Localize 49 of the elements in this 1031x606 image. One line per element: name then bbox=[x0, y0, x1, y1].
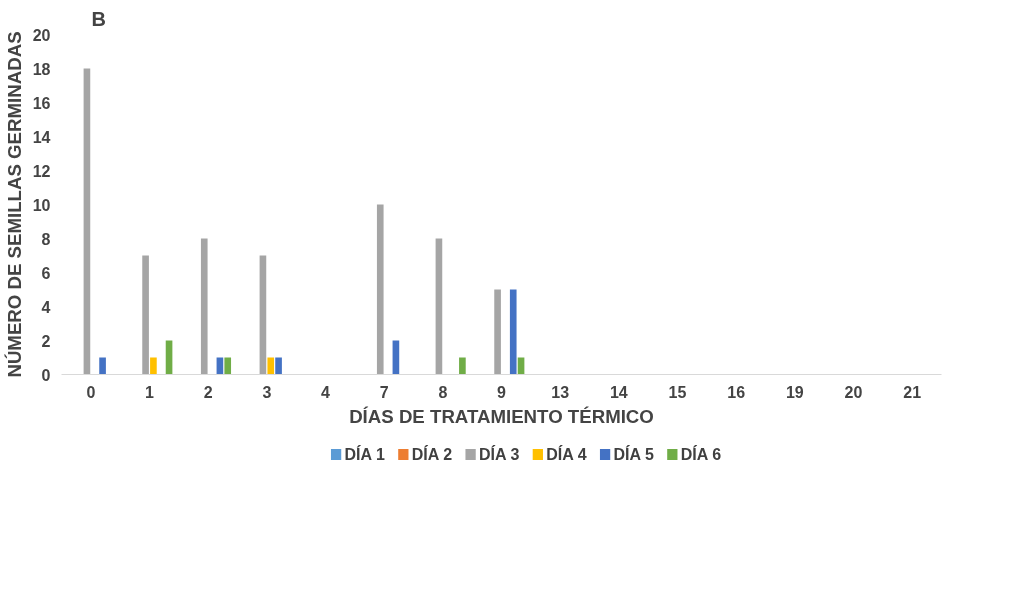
legend-label: DÍA 5 bbox=[613, 445, 654, 463]
x-tick-label: 2 bbox=[203, 383, 213, 401]
x-tick-label: 9 bbox=[497, 383, 507, 401]
bar bbox=[376, 204, 384, 375]
y-tick-label: 10 bbox=[32, 196, 51, 214]
bar bbox=[459, 357, 466, 375]
x-axis-title: DÍAS DE TRATAMIENTO TÉRMICO bbox=[349, 405, 654, 427]
x-tick-label: 21 bbox=[903, 383, 922, 401]
legend-label: DÍA 2 bbox=[411, 445, 453, 463]
y-tick-label: 6 bbox=[41, 264, 51, 282]
y-axis-title: NÚMERO DE SEMILLAS GERMINADAS bbox=[3, 31, 25, 378]
bar bbox=[200, 238, 208, 375]
x-tick-label: 0 bbox=[86, 383, 96, 401]
bar bbox=[83, 68, 91, 375]
x-tick-label: 20 bbox=[844, 383, 863, 401]
y-tick-label: 2 bbox=[41, 332, 51, 350]
bar bbox=[259, 255, 267, 375]
x-tick-label: 16 bbox=[727, 383, 746, 401]
bar bbox=[142, 255, 149, 375]
bar bbox=[224, 357, 232, 375]
x-tick-label: 13 bbox=[551, 383, 570, 401]
y-tick-label: 16 bbox=[32, 94, 51, 112]
bar bbox=[509, 289, 517, 375]
x-tick-label: 19 bbox=[785, 383, 804, 401]
x-tick-label: 4 bbox=[321, 383, 331, 401]
x-tick-label: 1 bbox=[145, 383, 155, 401]
y-tick-label: 0 bbox=[41, 366, 51, 384]
chart-title: B bbox=[91, 7, 106, 30]
y-tick-label: 8 bbox=[41, 230, 51, 248]
x-tick-label: 15 bbox=[668, 383, 687, 401]
x-tick-label: 7 bbox=[379, 383, 389, 401]
y-tick-label: 20 bbox=[32, 26, 51, 44]
bar bbox=[494, 289, 501, 375]
bar bbox=[150, 357, 157, 375]
legend-label: DÍA 6 bbox=[680, 445, 722, 463]
y-tick-label: 14 bbox=[32, 128, 51, 146]
x-tick-label: 14 bbox=[609, 383, 628, 401]
legend-label: DÍA 1 bbox=[344, 445, 385, 463]
bar bbox=[99, 357, 106, 375]
y-tick-label: 12 bbox=[32, 162, 51, 180]
bar bbox=[267, 357, 275, 375]
bar bbox=[275, 357, 282, 375]
x-tick-label: 8 bbox=[438, 383, 448, 401]
y-tick-label: 18 bbox=[32, 60, 51, 78]
bar bbox=[435, 238, 443, 375]
legend-label: DÍA 3 bbox=[479, 445, 520, 463]
legend-label: DÍA 4 bbox=[546, 445, 587, 463]
x-tick-label: 3 bbox=[262, 383, 272, 401]
y-tick-label: 4 bbox=[41, 298, 51, 316]
